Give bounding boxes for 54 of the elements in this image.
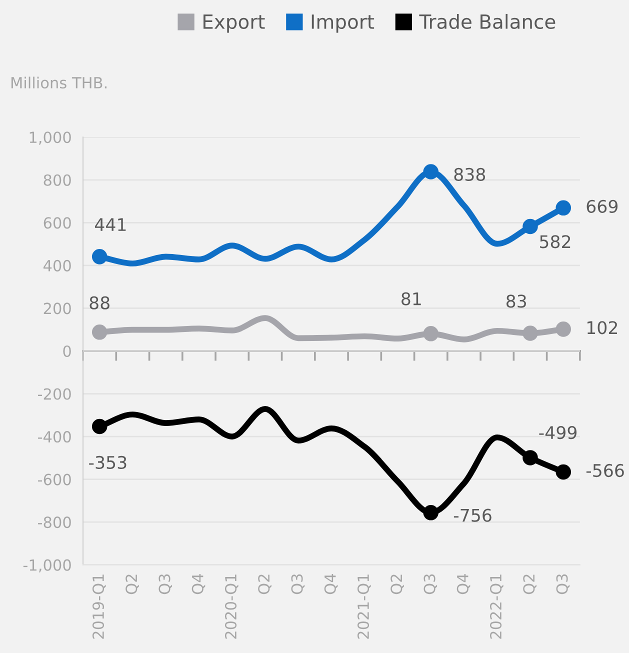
y-tick-label: -400	[38, 430, 71, 443]
data-label: 838	[454, 168, 486, 181]
x-tick-label: Q3	[556, 574, 570, 594]
x-tick-label: Q2	[390, 574, 404, 594]
y-tick-label: 800	[44, 174, 71, 186]
point	[92, 249, 108, 264]
y-tick-label: 1,000	[30, 132, 71, 145]
data-label: -499	[539, 426, 577, 440]
point	[556, 464, 572, 480]
data-label: 83	[506, 294, 526, 308]
legend-label: Trade Balance	[419, 14, 556, 29]
y-tick-label: 600	[44, 217, 71, 229]
point	[522, 218, 538, 234]
point	[556, 322, 572, 337]
x-tick-label: Q3	[158, 574, 172, 594]
y-axis-title: Millions THB.	[11, 76, 106, 89]
data-label: 81	[402, 292, 421, 306]
legend-label: Import	[312, 14, 374, 33]
y-tick-label: -800	[38, 516, 71, 528]
y-tick-label: -200	[38, 388, 71, 400]
legend-label: Export	[204, 14, 265, 33]
y-tick-label: -1,000	[23, 559, 71, 572]
point	[556, 200, 572, 216]
x-tick-label: Q3	[291, 574, 305, 594]
y-tick-label: 400	[44, 260, 71, 272]
data-label: 582	[540, 235, 570, 248]
x-tick-label: Q4	[192, 574, 206, 594]
y-tick-label: 0	[63, 345, 71, 358]
x-tick-label: 2022-Q1	[490, 574, 504, 639]
data-label: -756	[454, 508, 492, 522]
y-tick-label: 200	[44, 302, 71, 314]
point	[423, 164, 439, 180]
x-tick-label: Q2	[126, 574, 139, 594]
x-tick-label: 2019-Q1	[92, 574, 106, 639]
x-tick-label: Q4	[456, 574, 470, 594]
point	[92, 324, 108, 340]
data-label: 441	[94, 218, 126, 231]
data-label: 102	[588, 321, 617, 334]
y-tick-label: -600	[38, 474, 71, 486]
point	[423, 505, 439, 520]
point	[92, 418, 108, 434]
x-tick-label: 2021-Q1	[357, 574, 371, 639]
data-label: -566	[586, 464, 624, 478]
point	[522, 326, 538, 341]
data-label: 669	[586, 200, 618, 213]
point	[522, 450, 538, 466]
point	[423, 326, 439, 342]
x-tick-label: Q4	[324, 574, 338, 594]
data-label: -353	[89, 456, 126, 470]
x-tick-label: Q2	[523, 574, 536, 594]
data-label: 88	[90, 296, 110, 310]
x-tick-label: 2020-Q1	[224, 574, 238, 639]
x-tick-label: Q3	[424, 574, 438, 594]
x-tick-label: Q2	[258, 574, 272, 594]
